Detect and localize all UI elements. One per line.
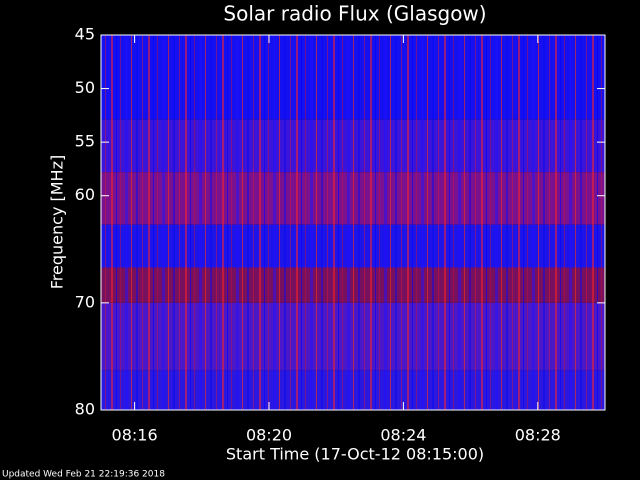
band-texture (101, 35, 605, 120)
band-texture (101, 224, 605, 268)
chart-title: Solar radio Flux (Glasgow) (223, 2, 486, 26)
x-axis-label: Start Time (17-Oct-12 08:15:00) (226, 445, 484, 464)
plot-frame (100, 34, 606, 411)
band-texture (101, 370, 605, 410)
y-tick-label: 55 (75, 132, 95, 151)
y-tick-label: 80 (75, 400, 95, 419)
band-texture (101, 119, 605, 173)
y-tick-label: 60 (75, 185, 95, 204)
footer: Updated Wed Feb 21 22:19:36 2018 (2, 470, 165, 480)
band-texture (101, 172, 605, 225)
x-tick-label: 08:24 (380, 426, 426, 445)
x-tick-label: 08:20 (246, 426, 292, 445)
x-tick-label: 08:28 (515, 426, 561, 445)
band-texture (101, 302, 605, 371)
y-tick-label: 50 (75, 78, 95, 97)
x-tick-label: 08:16 (112, 426, 158, 445)
y-tick-label: 45 (75, 25, 95, 44)
band-texture (101, 267, 605, 303)
y-axis-label: Frequency [MHz] (48, 155, 67, 289)
y-tick-label: 70 (75, 292, 95, 311)
